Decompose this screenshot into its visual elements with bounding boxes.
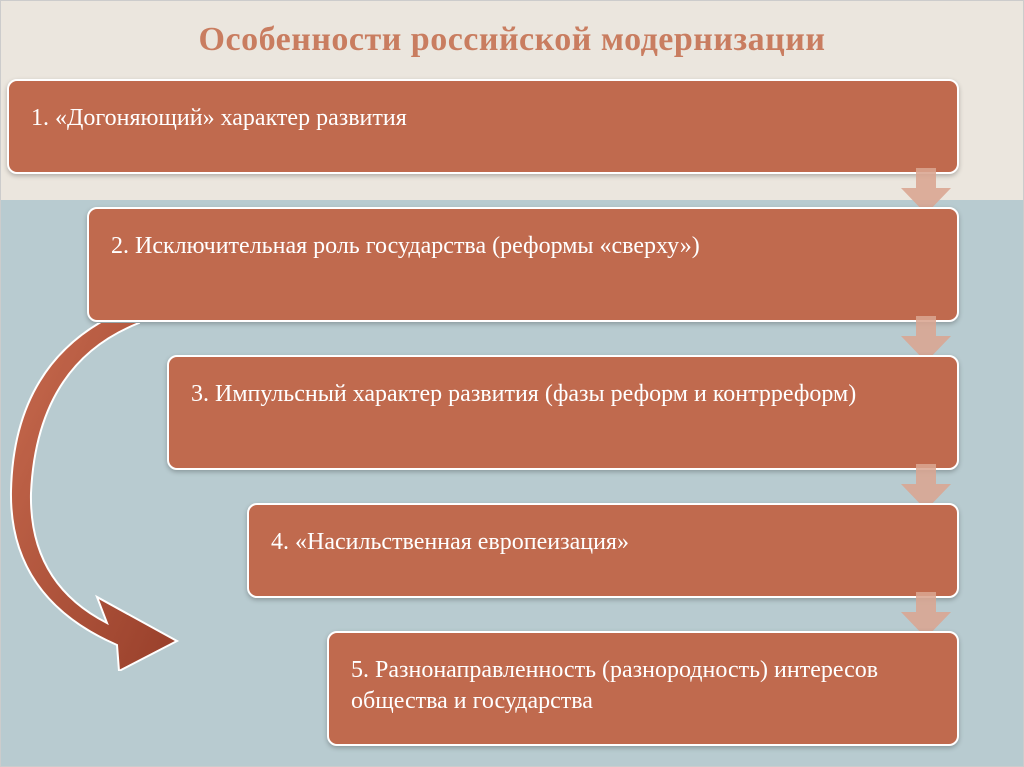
step-box-3: 3. Импульсный характер развития (фазы ре…	[167, 355, 959, 470]
curved-feedback-arrow	[9, 323, 187, 676]
step-box-5: 5. Разнонаправленность (разнородность) и…	[327, 631, 959, 746]
diagram-area: 1. «Догоняющий» характер развития 2. Иск…	[1, 67, 1023, 727]
slide: Особенности российской модернизации 1. «…	[0, 0, 1024, 767]
step-box-4: 4. «Насильственная европеизация»	[247, 503, 959, 598]
step-box-1: 1. «Догоняющий» характер развития	[7, 79, 959, 174]
step-box-2: 2. Исключительная роль государства (рефо…	[87, 207, 959, 322]
slide-title: Особенности российской модернизации	[1, 1, 1023, 67]
